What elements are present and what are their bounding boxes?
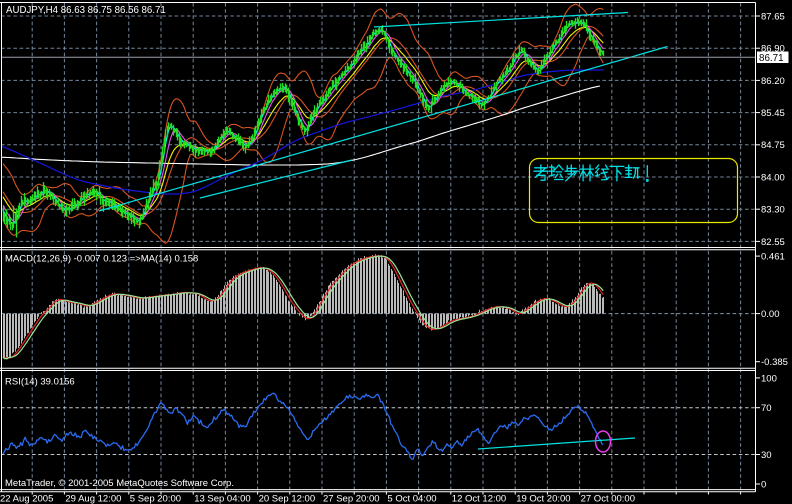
svg-text:-0.385: -0.385 (761, 357, 788, 368)
svg-text:27 Oct 00:00: 27 Oct 00:00 (581, 494, 635, 504)
svg-text:86.20: 86.20 (761, 76, 785, 87)
svg-text:0.461: 0.461 (761, 252, 785, 263)
svg-text:19 Oct 20:00: 19 Oct 20:00 (516, 494, 570, 504)
svg-text:84.00: 84.00 (761, 172, 785, 183)
svg-text:70: 70 (761, 403, 772, 414)
svg-text:5 Oct 04:00: 5 Oct 04:00 (387, 494, 436, 504)
svg-text:22 Aug 2005: 22 Aug 2005 (0, 494, 53, 504)
svg-text:86.71: 86.71 (759, 53, 784, 64)
svg-text:86.90: 86.90 (761, 44, 785, 55)
svg-text:27 Sep 20:00: 27 Sep 20:00 (323, 494, 380, 504)
svg-text:84.75: 84.75 (761, 140, 785, 151)
svg-text:82.55: 82.55 (761, 237, 785, 248)
svg-text:13 Sep 04:00: 13 Sep 04:00 (194, 494, 251, 504)
svg-text:85.45: 85.45 (761, 108, 785, 119)
svg-text:MACD(12,26,9) -0.007 0.123 =>: MACD(12,26,9) -0.007 0.123 =>MA(14) 0.15… (5, 254, 198, 265)
svg-text:RSI(14) 39.0156: RSI(14) 39.0156 (5, 376, 75, 387)
svg-text:0: 0 (761, 479, 766, 490)
svg-text:0.00: 0.00 (761, 309, 780, 320)
svg-text:AUDJPY,H4 86.63 86.75 86.56 8: AUDJPY,H4 86.63 86.75 86.56 86.71 (6, 5, 166, 16)
svg-text:12 Oct 12:00: 12 Oct 12:00 (452, 494, 506, 504)
svg-text:29 Aug 12:00: 29 Aug 12:00 (65, 494, 121, 504)
svg-text:87.65: 87.65 (761, 11, 785, 22)
svg-text:83.30: 83.30 (761, 205, 785, 216)
svg-text:5 Sep 20:00: 5 Sep 20:00 (130, 494, 181, 504)
svg-text:30: 30 (761, 450, 772, 461)
svg-text:20 Sep 12:00: 20 Sep 12:00 (259, 494, 316, 504)
svg-text:MetaTrader, © 2001-2005 MetaQu: MetaTrader, © 2001-2005 MetaQuotes Softw… (5, 478, 234, 489)
svg-text:100: 100 (761, 373, 777, 384)
